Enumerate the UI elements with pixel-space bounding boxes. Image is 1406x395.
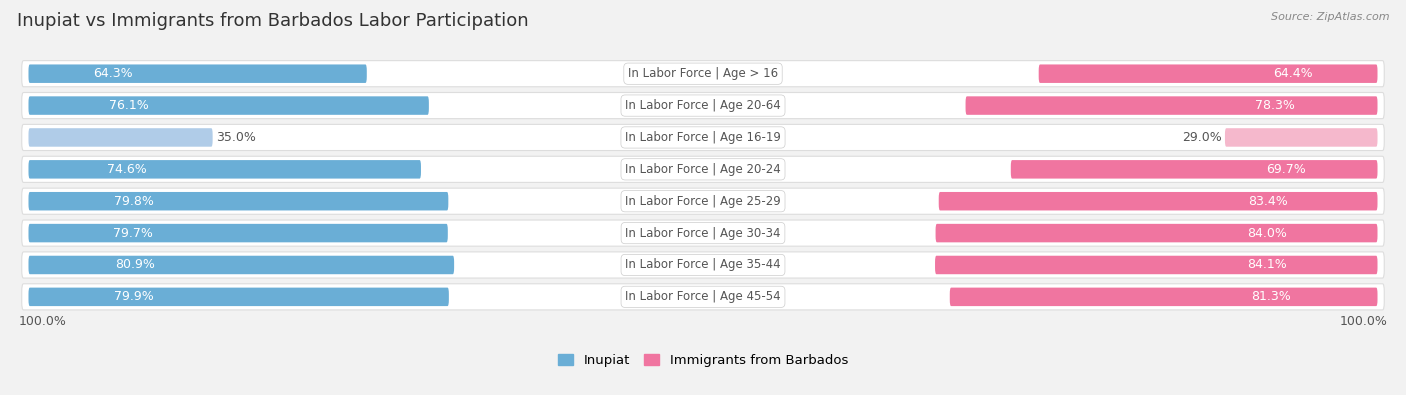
FancyBboxPatch shape xyxy=(28,256,454,274)
Text: In Labor Force | Age 35-44: In Labor Force | Age 35-44 xyxy=(626,258,780,271)
FancyBboxPatch shape xyxy=(28,160,420,179)
FancyBboxPatch shape xyxy=(21,284,1385,310)
Text: 81.3%: 81.3% xyxy=(1251,290,1291,303)
FancyBboxPatch shape xyxy=(1039,64,1378,83)
Text: 80.9%: 80.9% xyxy=(115,258,155,271)
Text: In Labor Force | Age 20-24: In Labor Force | Age 20-24 xyxy=(626,163,780,176)
FancyBboxPatch shape xyxy=(950,288,1378,306)
Text: 69.7%: 69.7% xyxy=(1265,163,1306,176)
Text: 35.0%: 35.0% xyxy=(217,131,256,144)
Text: 100.0%: 100.0% xyxy=(18,315,66,328)
FancyBboxPatch shape xyxy=(939,192,1378,211)
Text: 84.1%: 84.1% xyxy=(1247,258,1286,271)
FancyBboxPatch shape xyxy=(935,256,1378,274)
Text: In Labor Force | Age 25-29: In Labor Force | Age 25-29 xyxy=(626,195,780,208)
FancyBboxPatch shape xyxy=(21,124,1385,150)
FancyBboxPatch shape xyxy=(28,64,367,83)
Legend: Inupiat, Immigrants from Barbados: Inupiat, Immigrants from Barbados xyxy=(558,354,848,367)
Text: 84.0%: 84.0% xyxy=(1247,227,1286,240)
Text: 76.1%: 76.1% xyxy=(108,99,149,112)
Text: In Labor Force | Age 30-34: In Labor Force | Age 30-34 xyxy=(626,227,780,240)
FancyBboxPatch shape xyxy=(28,96,429,115)
Text: 78.3%: 78.3% xyxy=(1254,99,1295,112)
FancyBboxPatch shape xyxy=(21,156,1385,182)
FancyBboxPatch shape xyxy=(28,224,447,243)
Text: 79.9%: 79.9% xyxy=(114,290,153,303)
FancyBboxPatch shape xyxy=(1011,160,1378,179)
Text: 74.6%: 74.6% xyxy=(107,163,146,176)
Text: 79.8%: 79.8% xyxy=(114,195,153,208)
Text: Source: ZipAtlas.com: Source: ZipAtlas.com xyxy=(1271,12,1389,22)
Text: 83.4%: 83.4% xyxy=(1249,195,1288,208)
Text: 100.0%: 100.0% xyxy=(1340,315,1388,328)
Text: In Labor Force | Age > 16: In Labor Force | Age > 16 xyxy=(628,67,778,80)
Text: In Labor Force | Age 16-19: In Labor Force | Age 16-19 xyxy=(626,131,780,144)
FancyBboxPatch shape xyxy=(21,220,1385,246)
FancyBboxPatch shape xyxy=(28,192,449,211)
Text: Inupiat vs Immigrants from Barbados Labor Participation: Inupiat vs Immigrants from Barbados Labo… xyxy=(17,12,529,30)
FancyBboxPatch shape xyxy=(1225,128,1378,147)
Text: In Labor Force | Age 20-64: In Labor Force | Age 20-64 xyxy=(626,99,780,112)
FancyBboxPatch shape xyxy=(21,92,1385,118)
Text: In Labor Force | Age 45-54: In Labor Force | Age 45-54 xyxy=(626,290,780,303)
FancyBboxPatch shape xyxy=(966,96,1378,115)
FancyBboxPatch shape xyxy=(21,188,1385,214)
Text: 64.3%: 64.3% xyxy=(93,67,134,80)
FancyBboxPatch shape xyxy=(935,224,1378,243)
Text: 64.4%: 64.4% xyxy=(1272,67,1313,80)
FancyBboxPatch shape xyxy=(28,128,212,147)
FancyBboxPatch shape xyxy=(21,252,1385,278)
FancyBboxPatch shape xyxy=(28,288,449,306)
Text: 29.0%: 29.0% xyxy=(1182,131,1222,144)
Text: 79.7%: 79.7% xyxy=(114,227,153,240)
FancyBboxPatch shape xyxy=(21,60,1385,87)
